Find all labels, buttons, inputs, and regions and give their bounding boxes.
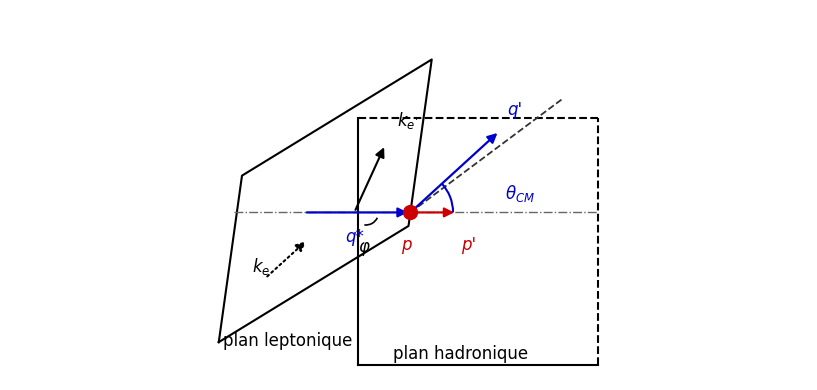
Text: $k_e$$^,$: $k_e$$^,$ [397, 110, 419, 131]
Text: p': p' [461, 236, 475, 254]
Text: q*: q* [345, 228, 364, 246]
Text: $k_e$: $k_e$ [252, 256, 270, 277]
Text: q': q' [507, 101, 522, 119]
Text: φ: φ [359, 238, 369, 256]
Text: p: p [401, 236, 412, 254]
Text: plan hadronique: plan hadronique [393, 346, 528, 363]
Text: plan leptonique: plan leptonique [223, 332, 352, 350]
Point [404, 209, 417, 216]
Text: $\theta_{CM}$: $\theta_{CM}$ [505, 183, 535, 204]
